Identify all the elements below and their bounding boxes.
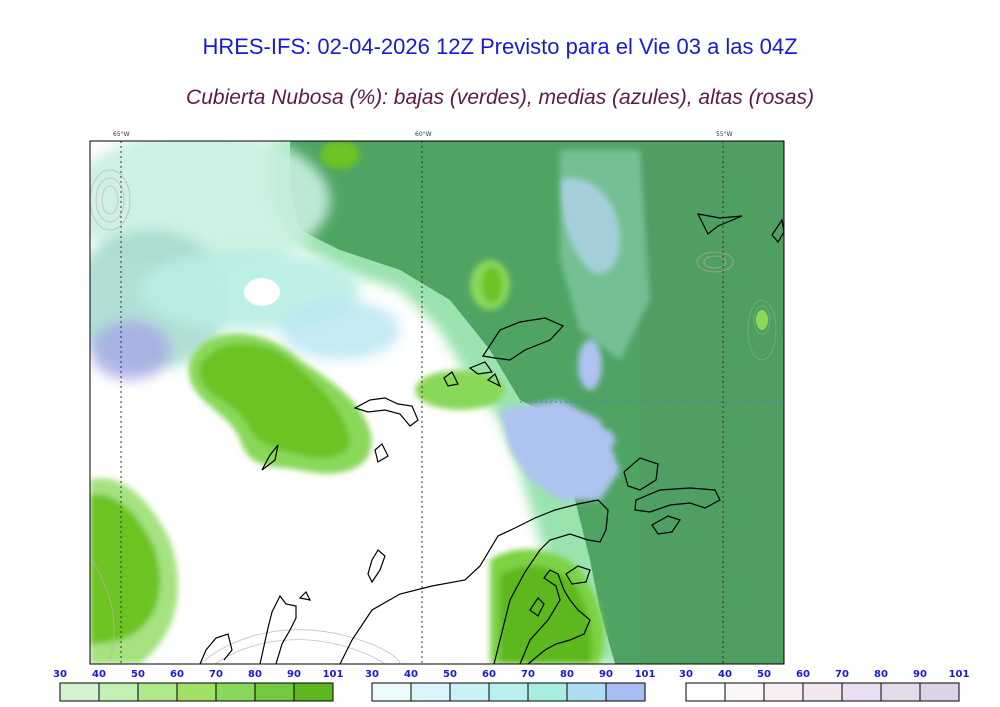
colorbar-medias-tick: 101	[635, 669, 656, 680]
colorbar-altas-tick: 60	[796, 669, 810, 680]
colorbar-altas-tick: 40	[718, 669, 732, 680]
central-low-cloud	[188, 141, 510, 474]
colorbar-bajas-tick: 40	[92, 669, 106, 680]
map-frame	[89, 140, 785, 665]
colorbar-altas-swatch	[880, 682, 921, 702]
colorbar-altas-swatch	[763, 682, 804, 702]
lon-label-65w: 65°W	[113, 131, 130, 138]
high-cloud-contours	[90, 169, 734, 664]
colorbar-medias-swatch	[371, 682, 412, 702]
northwest-mixed-clouds	[90, 141, 400, 380]
colorbar-medias-tick: 60	[482, 669, 496, 680]
map-title: HRES-IFS: 02-04-2026 12Z Previsto para e…	[202, 34, 798, 59]
colorbar-bajas-swatch	[176, 682, 217, 702]
colorbar-bajas-tick: 60	[170, 669, 184, 680]
middle-clouds-blue	[500, 150, 650, 500]
colorbar-altas-tick: 90	[913, 669, 927, 680]
low-cloud-contours	[747, 299, 777, 361]
colorbar-altas-tick: 80	[874, 669, 888, 680]
colorbar-altas-tick: 50	[757, 669, 771, 680]
lon-label-55w: 55°W	[716, 131, 733, 138]
map-subtitle: Cubierta Nubosa (%): bajas (verdes), med…	[186, 86, 814, 109]
colorbar-medias-tick: 40	[404, 669, 418, 680]
clear-patch	[244, 278, 280, 306]
colorbar-altas-tick: 30	[679, 669, 693, 680]
colorbar-medias-swatch	[566, 682, 607, 702]
southeast-low-cloud	[490, 549, 604, 664]
colorbar-bajas-swatch	[254, 682, 295, 702]
colorbar-bajas-tick: 80	[248, 669, 262, 680]
colorbar-medias-tick: 70	[521, 669, 535, 680]
colorbar-altas-swatch	[724, 682, 765, 702]
southwest-low-cloud	[90, 478, 179, 664]
colorbar-medias-swatch	[449, 682, 490, 702]
colorbar-bajas-swatch	[59, 682, 100, 702]
colorbar-medias-swatch	[488, 682, 529, 702]
colorbar-medias-tick: 50	[443, 669, 457, 680]
colorbar-bajas-tick: 70	[209, 669, 223, 680]
lon-label-60w: 60°W	[415, 131, 432, 138]
colorbar-altas-swatch	[841, 682, 882, 702]
colorbar-group: 30 40 50 60 70 80 90 101 30 40 50 60 70 80 90 101 30 40 50…	[53, 669, 970, 702]
colorbar-medias-tick: 80	[560, 669, 574, 680]
colorbar-bajas-tick: 90	[287, 669, 301, 680]
colorbar-bajas-tick: 50	[131, 669, 145, 680]
colorbar-medias-tick: 90	[599, 669, 613, 680]
colorbar-bajas-swatch	[215, 682, 256, 702]
colorbar-medias-tick: 30	[365, 669, 379, 680]
colorbar-bajas-swatch	[98, 682, 139, 702]
coastlines	[199, 213, 784, 664]
graticule	[120, 141, 724, 664]
colorbar-altas-swatch	[919, 682, 960, 702]
colorbar-bajas-tick: 101	[323, 669, 344, 680]
colorbar-medias-swatch	[410, 682, 451, 702]
colorbar-medias-swatch	[527, 682, 568, 702]
cloud-field	[90, 141, 784, 664]
colorbar-altas-swatch	[685, 682, 726, 702]
colorbar-bajas-tick: 30	[53, 669, 67, 680]
colorbar-bajas-swatch	[293, 682, 334, 702]
colorbar-altas-swatch	[802, 682, 843, 702]
colorbar-bajas-swatch	[137, 682, 178, 702]
colorbar-altas-tick: 101	[949, 669, 970, 680]
small-cell	[756, 310, 768, 330]
colorbar-altas-tick: 70	[835, 669, 849, 680]
colorbar-medias-swatch	[605, 682, 646, 702]
